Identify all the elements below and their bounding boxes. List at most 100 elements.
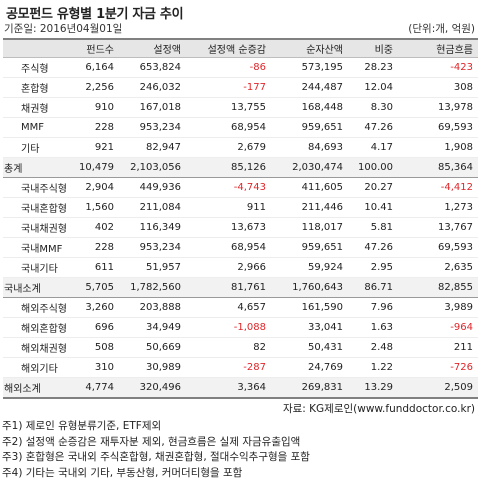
row-label: MMF xyxy=(3,117,64,138)
table-body: 주식형 6,164 653,824 -86 573,195 28.23 -423 혼합형 2,2… xyxy=(3,57,478,399)
report-title: 공모펀드 유형별 1분기 자금 추이 xyxy=(6,7,184,22)
table-cell: 1,760,643 xyxy=(271,277,348,298)
table-cell: 402 xyxy=(64,217,119,238)
table-cell: 13,673 xyxy=(186,217,271,238)
table-cell: 85,126 xyxy=(186,157,271,178)
table-cell: 100.00 xyxy=(348,157,398,178)
table-cell: 2,635 xyxy=(398,257,478,278)
table-cell: 10.41 xyxy=(348,197,398,218)
table-cell: -4,743 xyxy=(186,177,271,198)
table-row: 국내혼합형 1,560 211,084 911 211,446 10.41 1,273 xyxy=(3,197,478,218)
table-cell: -287 xyxy=(186,357,271,378)
table-cell: 1,273 xyxy=(398,197,478,218)
table-cell: 244,487 xyxy=(271,77,348,98)
table-cell: 203,888 xyxy=(119,297,186,318)
table-cell: 228 xyxy=(64,117,119,138)
unit-label: (단위:개, 억원) xyxy=(408,23,475,35)
row-label: 국내소계 xyxy=(3,277,64,298)
table-cell: 310 xyxy=(64,357,119,378)
table-cell: 211,084 xyxy=(119,197,186,218)
footnote: 주4) 기타는 국내외 기타, 부동산형, 커머더티형을 포함 xyxy=(2,466,243,479)
table-cell: 911 xyxy=(186,197,271,218)
row-label: 국내주식형 xyxy=(3,177,67,198)
table-cell: 211,446 xyxy=(271,197,348,218)
table-cell: -4,412 xyxy=(398,177,478,198)
table-row: 해외혼합형 696 34,949 -1,088 33,041 1.63 -964 xyxy=(3,317,478,338)
table-cell: 33,041 xyxy=(271,317,348,338)
row-label: 해외채권형 xyxy=(3,337,67,358)
table-cell: -964 xyxy=(398,317,478,338)
table-cell: 69,593 xyxy=(398,117,478,138)
table-cell: 1.63 xyxy=(348,317,398,338)
table-cell: 696 xyxy=(64,317,119,338)
row-label: 해외주식형 xyxy=(3,297,67,318)
table-cell: 3,989 xyxy=(398,297,478,318)
table-cell: 82,947 xyxy=(119,137,186,158)
column-header: 설정액 xyxy=(119,38,186,58)
table-cell: 82,855 xyxy=(398,277,478,298)
table-cell: 910 xyxy=(64,97,119,118)
column-header: 비중 xyxy=(348,38,398,58)
table-cell: 959,651 xyxy=(271,237,348,258)
table-row: MMF 228 953,234 68,954 959,651 47.26 69,593 xyxy=(3,117,478,138)
table-cell: 59,924 xyxy=(271,257,348,278)
table-cell: 449,936 xyxy=(119,177,186,198)
table-cell: 246,032 xyxy=(119,77,186,98)
column-header: 설정액 순증감 xyxy=(186,38,271,58)
row-label: 주식형 xyxy=(3,57,64,78)
row-label: 해외혼합형 xyxy=(3,317,67,338)
footnotes: 주1) 제로인 유형분류기준, ETF제외 주2) 설정액 순증감은 재투자분 … xyxy=(2,419,310,481)
row-label: 채권형 xyxy=(3,97,64,118)
table-cell: 118,017 xyxy=(271,217,348,238)
row-label: 기타 xyxy=(3,137,64,158)
table-cell: 3,260 xyxy=(64,297,119,318)
table-cell: 2,904 xyxy=(64,177,119,198)
subtotal-row: 해외소계 4,774 320,496 3,364 269,831 13.29 2,509 xyxy=(3,377,478,399)
table-row: 기타 921 82,947 2,679 84,693 4.17 1,908 xyxy=(3,137,478,158)
table-cell: 69,593 xyxy=(398,237,478,258)
table-cell: 47.26 xyxy=(348,117,398,138)
table-cell: 2,030,474 xyxy=(271,157,348,178)
table-cell: 508 xyxy=(64,337,119,358)
table-cell: 953,234 xyxy=(119,117,186,138)
table-cell: 411,605 xyxy=(271,177,348,198)
table-cell: 4.17 xyxy=(348,137,398,158)
table-row: 채권형 910 167,018 13,755 168,448 8.30 13,978 xyxy=(3,97,478,118)
table-cell: -86 xyxy=(186,57,271,78)
row-label: 국내혼합형 xyxy=(3,197,67,218)
table-cell: -1,088 xyxy=(186,317,271,338)
table-cell: 7.96 xyxy=(348,297,398,318)
table-cell: 573,195 xyxy=(271,57,348,78)
row-label: 해외소계 xyxy=(3,377,64,399)
table-cell: 6,164 xyxy=(64,57,119,78)
table-cell: 50,431 xyxy=(271,337,348,358)
table-cell: 959,651 xyxy=(271,117,348,138)
table-cell: 24,769 xyxy=(271,357,348,378)
table-row: 국내MMF 228 953,234 68,954 959,651 47.26 69,593 xyxy=(3,237,478,258)
column-header: 펀드수 xyxy=(64,38,119,58)
table-cell: 2,966 xyxy=(186,257,271,278)
table-cell: 84,693 xyxy=(271,137,348,158)
table-cell: 2,256 xyxy=(64,77,119,98)
subtotal-row: 국내소계 5,705 1,782,560 81,761 1,760,643 86.71 82… xyxy=(3,277,478,298)
table-cell: 3,364 xyxy=(186,377,271,399)
table-cell: 47.26 xyxy=(348,237,398,258)
table-cell: 86.71 xyxy=(348,277,398,298)
table-row: 국내주식형 2,904 449,936 -4,743 411,605 20.27 -4,41… xyxy=(3,177,478,198)
table-cell: -726 xyxy=(398,357,478,378)
table-cell: -177 xyxy=(186,77,271,98)
table-cell: 308 xyxy=(398,77,478,98)
table-cell: 2,509 xyxy=(398,377,478,399)
table-cell: 4,774 xyxy=(64,377,119,399)
table-row: 국내기타 611 51,957 2,966 59,924 2.95 2,635 xyxy=(3,257,478,278)
table-cell: 320,496 xyxy=(119,377,186,399)
table-cell: 13,755 xyxy=(186,97,271,118)
subtotal-row: 총계 10,479 2,103,056 85,126 2,030,474 100.00 85… xyxy=(3,157,478,178)
fund-flow-table: 펀드수 설정액 설정액 순증감 순자산액 비중 현금흐름 주식형 6,164 653… xyxy=(3,38,478,399)
table-cell: 1,908 xyxy=(398,137,478,158)
table-row: 국내채권형 402 116,349 13,673 118,017 5.81 13,767 xyxy=(3,217,478,238)
table-cell: 1,782,560 xyxy=(119,277,186,298)
table-cell: 12.04 xyxy=(348,77,398,98)
table-cell: 51,957 xyxy=(119,257,186,278)
